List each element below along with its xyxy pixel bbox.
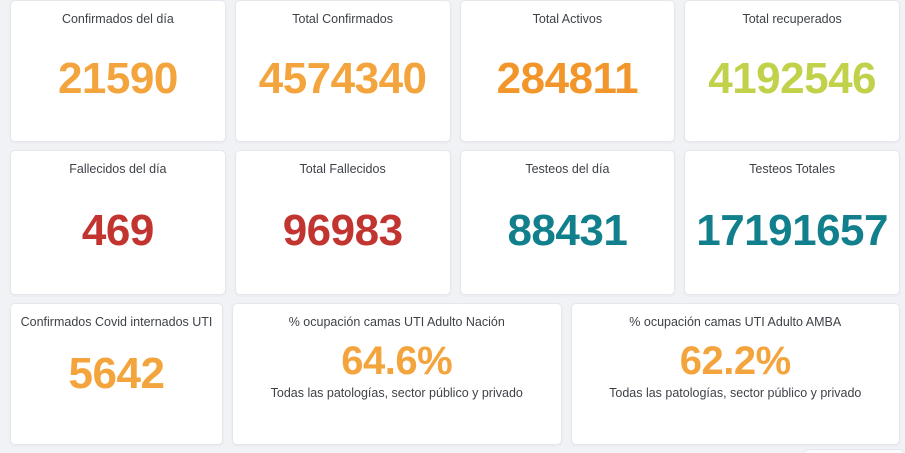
stat-value: 5642 <box>68 349 165 398</box>
stat-card-uti-ocupacion-nacion: % ocupación camas UTI Adulto Nación 64.6… <box>232 303 562 445</box>
stat-card-total-fallecidos: Total Fallecidos 96983 <box>234 150 451 295</box>
stat-card-total-activos: Total Activos 284811 <box>459 0 676 142</box>
partial-card-cutoff <box>803 449 905 453</box>
stat-card-total-recuperados: Total recuperados 4192546 <box>684 0 900 142</box>
stat-card-uti-internados: Confirmados Covid internados UTI 5642 <box>10 303 223 445</box>
card-title: % ocupación camas UTI Adulto Nación <box>288 315 505 329</box>
card-title: Confirmados Covid internados UTI <box>20 315 213 329</box>
stat-value: 62.2% <box>679 339 791 383</box>
card-subtitle: Todas las patologías, sector público y p… <box>609 386 862 400</box>
card-title: Testeos Totales <box>749 162 836 176</box>
value-area: 17191657 <box>685 177 899 294</box>
card-title: Confirmados del día <box>61 12 174 26</box>
stat-value: 4574340 <box>258 54 427 103</box>
card-title: Testeos del día <box>525 162 610 176</box>
stat-value: 469 <box>81 205 154 255</box>
stat-value: 4192546 <box>708 54 877 103</box>
value-area: 96983 <box>236 177 450 294</box>
stat-value: 96983 <box>282 205 403 255</box>
value-area: 5642 <box>11 330 222 444</box>
value-area: 4192546 <box>685 27 899 141</box>
stats-row-uti: Confirmados Covid internados UTI 5642 % … <box>10 303 900 445</box>
stats-row-fallecidos-testeos: Fallecidos del día 469 Total Fallecidos … <box>10 150 900 295</box>
stat-value: 21590 <box>57 54 178 103</box>
stat-value: 88431 <box>507 205 628 255</box>
stat-card-testeos-del-dia: Testeos del día 88431 <box>459 150 676 295</box>
value-area: 284811 <box>461 27 675 141</box>
card-title: Fallecidos del día <box>69 162 167 176</box>
stat-value: 64.6% <box>341 339 453 383</box>
stat-card-confirmados-del-dia: Confirmados del día 21590 <box>10 0 226 142</box>
value-area: 469 <box>11 177 225 294</box>
card-title: Total Fallecidos <box>299 162 386 176</box>
stat-card-fallecidos-del-dia: Fallecidos del día 469 <box>10 150 226 295</box>
stat-card-uti-ocupacion-amba: % ocupación camas UTI Adulto AMBA 62.2% … <box>570 303 900 445</box>
card-subtitle: Todas las patologías, sector público y p… <box>270 386 523 400</box>
stat-value: 284811 <box>496 54 639 103</box>
value-area: 4574340 <box>236 27 450 141</box>
stat-card-testeos-totales: Testeos Totales 17191657 <box>684 150 900 295</box>
stat-card-total-confirmados: Total Confirmados 4574340 <box>234 0 451 142</box>
card-title: Total recuperados <box>742 12 842 26</box>
stat-value: 17191657 <box>696 205 888 255</box>
value-area: 88431 <box>461 177 675 294</box>
value-area: 21590 <box>11 27 225 141</box>
stats-row-confirmados: Confirmados del día 21590 Total Confirma… <box>10 0 900 142</box>
card-title: Total Activos <box>532 12 603 26</box>
card-title: % ocupación camas UTI Adulto AMBA <box>629 315 842 329</box>
card-title: Total Confirmados <box>292 12 393 26</box>
